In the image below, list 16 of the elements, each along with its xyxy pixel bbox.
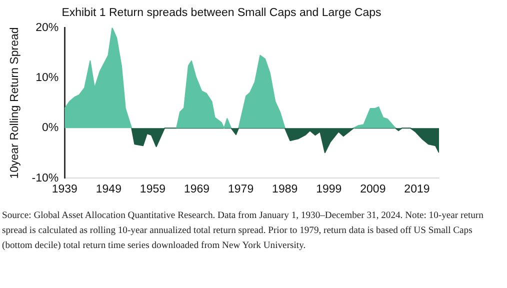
- x-tick-label: 1969: [184, 183, 210, 196]
- x-tick-label: 1989: [272, 183, 298, 196]
- x-tick-label: 2009: [360, 183, 386, 196]
- y-tick-label: 0%: [42, 122, 59, 134]
- x-tick-label: 1979: [228, 183, 254, 196]
- x-tick-label: 1959: [140, 183, 166, 196]
- chart-title: Exhibit 1 Return spreads between Small Caps and Large Caps: [62, 7, 382, 20]
- y-axis-title: 10year Rolling Return Spread: [9, 27, 22, 179]
- x-tick-label: 2019: [404, 183, 430, 196]
- y-tick-label: 10%: [36, 72, 59, 84]
- x-tick-label: 1999: [316, 183, 342, 196]
- x-tick-label: 1949: [96, 183, 122, 196]
- y-tick-label: 20%: [36, 22, 59, 34]
- x-tick-label: 1939: [52, 183, 78, 196]
- source-note: Source: Global Asset Allocation Quantitative Research. Data from January 1, 1930–December 31, 2024. Note: 10-year return spread is calculated as rolling 10-year annualized total return spread. Prior to 1979, return data is based off US Small Caps (bottom decile) total return time series downloaded from New York University.: [2, 209, 484, 253]
- y-tick-label: -10%: [32, 172, 59, 184]
